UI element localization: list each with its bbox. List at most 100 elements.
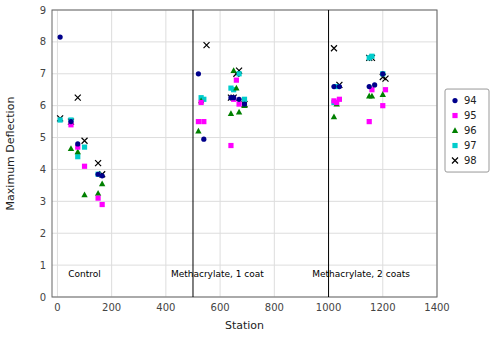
point: [372, 82, 377, 87]
x-tick-label: 400: [156, 302, 175, 313]
point: [383, 87, 388, 92]
series: [68, 78, 388, 208]
x-axis-label: Station: [225, 319, 264, 332]
legend-marker: [452, 98, 457, 103]
x-grid-line: [274, 10, 275, 297]
point: [58, 35, 63, 40]
series: [58, 54, 386, 177]
y-grid-line: [52, 265, 437, 266]
legend-marker: [452, 143, 457, 148]
point: [75, 154, 80, 159]
chart: 02004006008001000120014000123456789Contr…: [0, 0, 495, 337]
series: [57, 42, 388, 177]
legend-label: 95: [464, 110, 477, 121]
point: [234, 78, 239, 83]
point: [236, 109, 242, 115]
point: [204, 42, 210, 48]
point: [95, 190, 101, 196]
point: [58, 117, 63, 122]
point: [367, 119, 372, 124]
plot-area: [57, 10, 388, 297]
point: [196, 71, 201, 76]
series: [58, 35, 386, 179]
point: [242, 101, 248, 107]
point: [241, 102, 247, 108]
legend-label: 97: [464, 140, 477, 151]
x-tick-label: 800: [265, 302, 284, 313]
x-grid-line: [165, 10, 166, 297]
plot-frame: [52, 10, 437, 297]
point: [380, 71, 385, 76]
y-grid-line: [52, 73, 437, 74]
y-grid-line: [52, 201, 437, 202]
point: [337, 84, 342, 89]
section-line: [328, 10, 329, 297]
x-grid-line: [382, 10, 383, 297]
x-grid-line: [328, 10, 329, 297]
x-tick-label: 1000: [316, 302, 341, 313]
point: [95, 196, 100, 201]
y-tick-label: 5: [40, 132, 46, 143]
legend-label: 98: [464, 155, 477, 166]
y-tick-label: 9: [40, 5, 46, 16]
x-tick-label: 600: [211, 302, 230, 313]
point: [201, 137, 206, 142]
x-tick-label: 1200: [370, 302, 395, 313]
point: [337, 97, 342, 102]
point: [242, 101, 247, 106]
point: [331, 113, 337, 119]
point: [82, 145, 87, 150]
point: [369, 93, 375, 99]
point: [236, 101, 241, 106]
section-label: Control: [68, 269, 101, 279]
point: [100, 173, 105, 178]
point: [380, 103, 385, 108]
x-tick-label: 0: [54, 302, 60, 313]
point: [75, 141, 80, 146]
x-grid-line: [57, 10, 58, 297]
point: [242, 97, 247, 102]
point: [195, 128, 201, 134]
point: [331, 45, 337, 51]
point: [231, 95, 236, 100]
legend-frame: [445, 89, 489, 172]
point: [82, 164, 87, 169]
point: [382, 76, 388, 82]
legend-label: 94: [464, 95, 477, 106]
legend-marker: [452, 158, 458, 164]
legend-marker: [452, 127, 458, 133]
grid: [52, 10, 437, 297]
point: [228, 110, 234, 116]
point: [367, 84, 372, 89]
y-grid-line: [52, 41, 437, 42]
x-tick-label: 200: [102, 302, 121, 313]
point: [75, 95, 81, 101]
section-label: Methacrylate, 1 coat: [171, 269, 264, 279]
point: [199, 100, 204, 105]
point: [236, 71, 241, 76]
point: [68, 145, 74, 151]
point: [380, 71, 385, 76]
section-line: [192, 10, 193, 297]
y-tick-label: 7: [40, 68, 46, 79]
point: [196, 119, 201, 124]
y-axis-label: Maximum Deflection: [4, 97, 17, 211]
y-tick-label: 0: [40, 292, 46, 303]
y-grid-line: [52, 137, 437, 138]
point: [230, 67, 236, 73]
point: [99, 180, 105, 186]
y-tick-label: 3: [40, 196, 46, 207]
x-tick-label: 1400: [424, 302, 449, 313]
legend-marker: [452, 113, 457, 118]
y-tick-label: 4: [40, 164, 46, 175]
point: [82, 138, 88, 144]
point: [369, 54, 374, 59]
y-grid-line: [52, 233, 437, 234]
y-tick-label: 6: [40, 100, 46, 111]
point: [81, 192, 87, 198]
y-tick-label: 2: [40, 228, 46, 239]
point: [228, 143, 233, 148]
y-tick-label: 8: [40, 36, 46, 47]
point: [331, 84, 336, 89]
legend: 9495969798: [445, 89, 489, 172]
